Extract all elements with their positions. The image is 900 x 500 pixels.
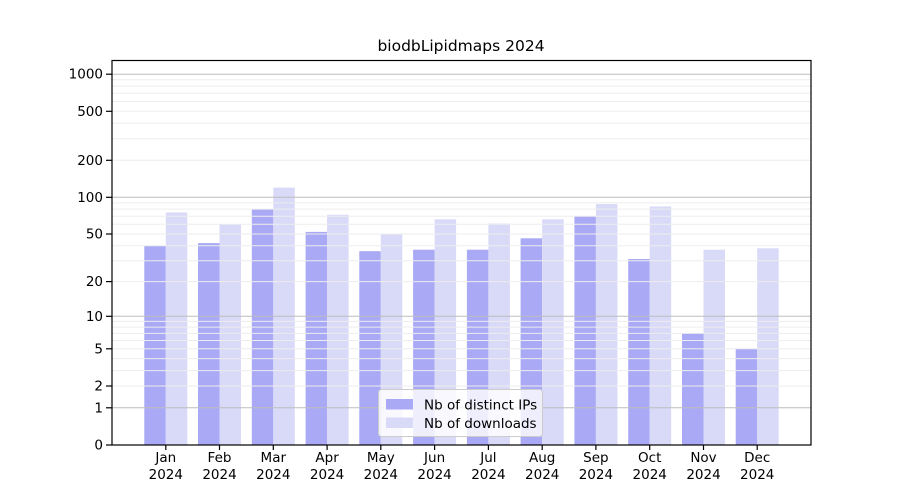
x-tick-label-year: 2024 (525, 467, 559, 483)
y-tick-label: 1 (94, 400, 103, 416)
x-tick-label-year: 2024 (471, 467, 505, 483)
bar-jan-series0 (144, 245, 166, 445)
bar-feb-series1 (219, 224, 241, 445)
bar-jun-series1 (434, 219, 457, 445)
bar-nov-series0 (682, 333, 704, 445)
bar-aug-series1 (542, 219, 564, 445)
bar-jan-series1 (165, 212, 188, 445)
bar-dec-series1 (757, 248, 779, 445)
y-tick-label: 10 (86, 309, 103, 325)
legend-swatch-distinct-ips (386, 399, 413, 410)
x-axis: Jan2024Feb2024Mar2024Apr2024May2024Jun20… (149, 445, 774, 483)
bar-dec-series0 (735, 348, 758, 445)
x-tick-label-year: 2024 (740, 467, 774, 483)
x-tick-label-year: 2024 (256, 467, 290, 483)
x-tick-label-month: May (367, 450, 395, 466)
bar-nov-series1 (703, 249, 725, 445)
y-axis: 0 1 2 5 10 20 50 100 200 500 1000 (69, 67, 112, 454)
x-tick-label-month: Mar (261, 450, 287, 466)
x-tick-label-year: 2024 (633, 467, 667, 483)
x-tick-label-month: Dec (744, 450, 770, 466)
bar-sep-series0 (574, 216, 596, 445)
x-tick-label-month: Jan (154, 450, 176, 466)
bar-oct-series0 (628, 259, 650, 445)
y-tick-label: 1000 (69, 67, 103, 83)
y-tick-label: 20 (86, 274, 103, 290)
bar-oct-series1 (649, 206, 672, 445)
x-tick-label-month: Nov (690, 450, 716, 466)
y-tick-label: 200 (77, 153, 103, 169)
legend: Nb of distinct IPs Nb of downloads (378, 389, 543, 437)
x-tick-label-month: Sep (583, 450, 608, 466)
y-tick-label: 2 (94, 379, 103, 395)
bar-feb-series0 (198, 243, 220, 445)
bar-may-series0 (359, 251, 381, 445)
x-tick-label-year: 2024 (310, 467, 344, 483)
bar-apr-series1 (327, 214, 349, 445)
plot-frame (111, 59, 812, 446)
gridlines-layer (112, 73, 811, 409)
x-tick-label-year: 2024 (686, 467, 720, 483)
x-tick-label-month: Oct (638, 450, 661, 466)
x-tick-label-month: Jul (479, 450, 496, 466)
x-tick-label-month: Jun (423, 450, 445, 466)
y-tick-label: 100 (77, 190, 103, 206)
x-tick-label-year: 2024 (149, 467, 183, 483)
x-tick-label-year: 2024 (579, 467, 613, 483)
x-tick-label-month: Apr (315, 450, 339, 466)
y-tick-label: 50 (86, 227, 103, 243)
x-tick-label-year: 2024 (417, 467, 451, 483)
legend-swatch-downloads (386, 417, 413, 428)
x-tick-label-month: Aug (529, 450, 555, 466)
legend-label-distinct-ips: Nb of distinct IPs (424, 398, 537, 414)
bar-sep-series1 (595, 204, 618, 445)
y-tick-label: 5 (94, 341, 103, 357)
y-tick-label: 0 (94, 438, 103, 454)
x-tick-label-year: 2024 (364, 467, 398, 483)
bar-apr-series0 (305, 231, 328, 445)
legend-box (378, 389, 543, 437)
chart-title: biodbLipidmaps 2024 (377, 37, 544, 55)
legend-label-downloads: Nb of downloads (424, 416, 537, 432)
x-tick-label-year: 2024 (202, 467, 236, 483)
y-tick-label: 500 (77, 104, 103, 120)
x-tick-label-month: Feb (208, 450, 232, 466)
